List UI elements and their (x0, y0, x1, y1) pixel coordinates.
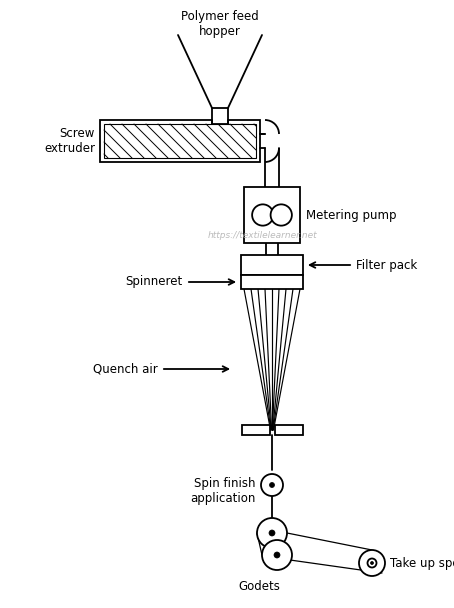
Text: Spinneret: Spinneret (126, 275, 183, 289)
Circle shape (274, 552, 280, 558)
Bar (104, 124, 256, 158)
Circle shape (359, 550, 385, 576)
Bar (241, 255, 303, 275)
Bar (212, 108, 228, 124)
Bar (275, 425, 302, 435)
Bar (100, 120, 260, 162)
Circle shape (367, 559, 376, 567)
Text: https://textilelearner.net: https://textilelearner.net (207, 230, 317, 240)
Bar (244, 187, 300, 243)
Text: Polymer feed
hopper: Polymer feed hopper (181, 10, 259, 38)
Circle shape (261, 474, 283, 496)
Text: Godets: Godets (238, 580, 280, 593)
Circle shape (252, 204, 273, 226)
Circle shape (257, 518, 287, 548)
Text: Take up spool: Take up spool (390, 556, 454, 570)
Bar (104, 124, 256, 158)
Circle shape (271, 204, 292, 226)
Circle shape (370, 562, 374, 564)
Circle shape (269, 530, 275, 536)
Text: Spin finish
application: Spin finish application (191, 477, 256, 505)
Circle shape (262, 540, 292, 570)
Bar (242, 425, 270, 435)
Circle shape (270, 483, 275, 488)
Bar (241, 275, 303, 289)
Text: Screw
extruder: Screw extruder (44, 127, 95, 155)
Text: Filter pack: Filter pack (356, 258, 417, 272)
Text: Metering pump: Metering pump (306, 209, 396, 221)
Text: Quench air: Quench air (93, 362, 158, 376)
